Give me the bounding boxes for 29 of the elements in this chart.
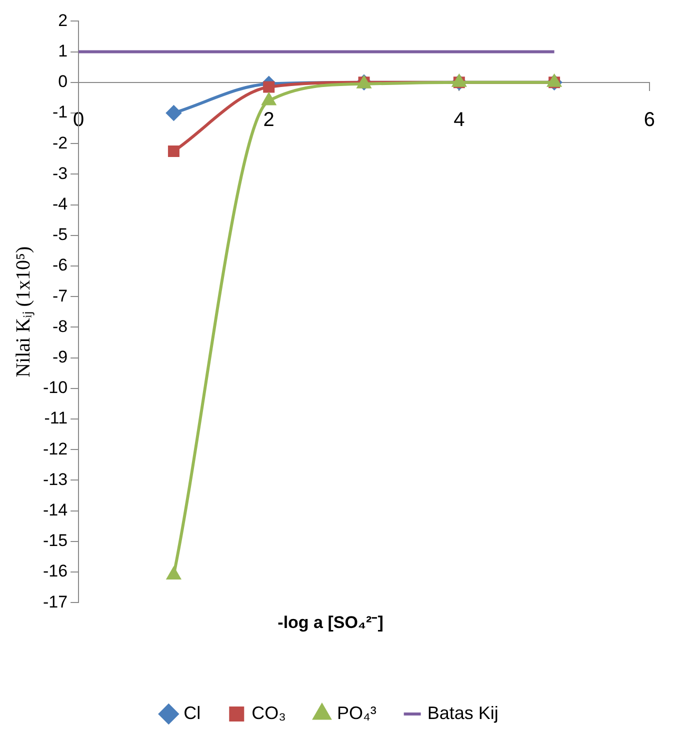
y-tick-label: -2 [52,133,68,152]
y-tick-label: -3 [52,164,68,183]
legend-label: PO₄³ [336,702,376,723]
x-tick-label: 2 [263,108,274,131]
legend-label: Batas Kij [427,702,498,723]
x-axis-title: -log a [SO₄²⁻] [278,612,384,632]
y-tick-label: -4 [52,194,68,214]
y-tick-label: -14 [42,500,68,520]
y-tick-label: -16 [42,562,68,581]
y-tick-label: 1 [58,41,68,60]
y-tick-label: -6 [52,256,68,275]
legend-label: Cl [184,702,201,723]
x-tick-label: 4 [454,108,465,131]
y-tick-label: -12 [42,439,68,458]
y-tick-label: -11 [44,408,68,428]
y-tick-label: -9 [52,347,68,366]
y-tick-label: -7 [52,286,68,306]
x-tick-label: 6 [644,108,655,131]
y-tick-label: -17 [42,592,68,612]
y-tick-label: -15 [42,531,68,550]
y-tick-label: -8 [52,316,68,336]
y-tick-label: -1 [52,102,68,122]
y-tick-label: 2 [58,10,68,30]
y-tick-label: -5 [52,225,68,244]
y-tick-label: -10 [42,378,68,398]
legend-label: CO₃ [252,702,286,723]
y-axis-title: Nilai Kᵢⱼ (1x10⁵) [12,246,34,378]
y-tick-label: -13 [42,470,68,489]
y-tick-label: 0 [58,72,68,92]
